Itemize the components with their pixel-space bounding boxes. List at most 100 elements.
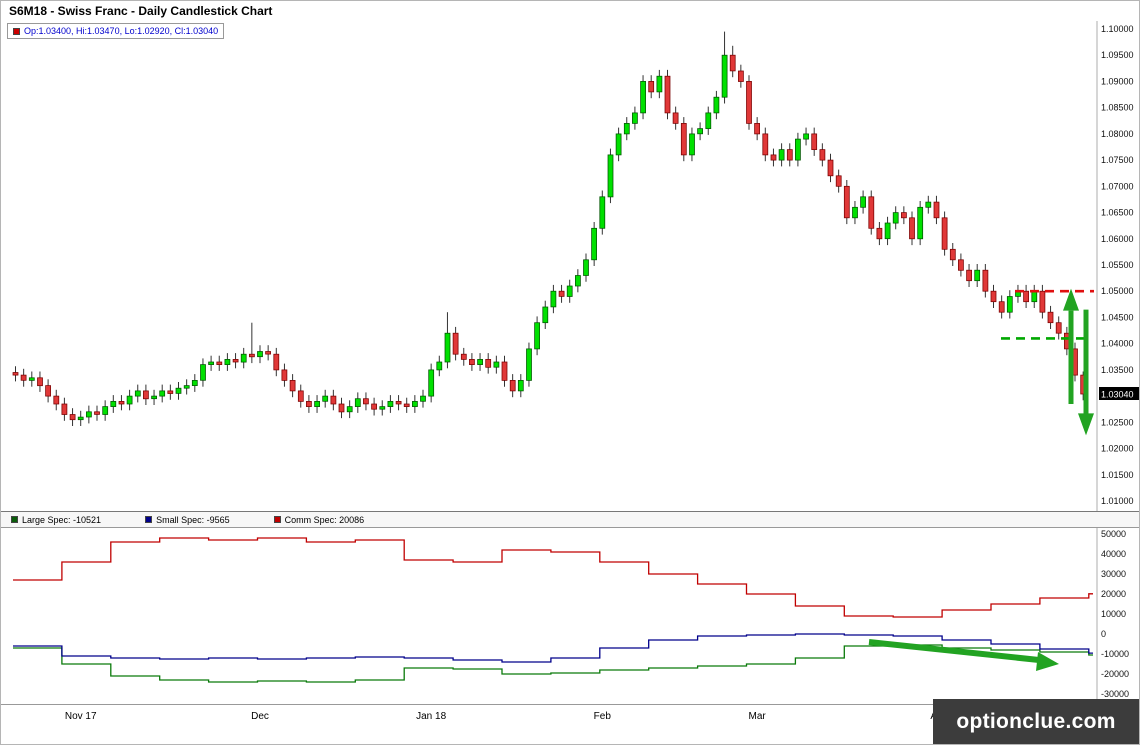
candle [428,363,435,403]
candle [452,326,459,361]
y-axis-label: 1.09000 [1101,76,1134,86]
candle [860,190,866,214]
candle [517,374,524,398]
candle [354,392,361,413]
candle [811,127,818,156]
candle [909,211,915,246]
candle [534,316,540,356]
up-arrow-annotation [1063,288,1079,404]
ohlc-legend-marker-icon [13,27,20,35]
y-axis-label: 1.01500 [1101,470,1134,480]
candle [110,395,117,413]
candle [697,122,703,141]
candle [640,75,646,120]
candle [289,374,296,398]
candle [941,211,948,256]
candle [632,106,638,130]
candle [1039,284,1046,319]
x-axis-label: Dec [251,711,269,722]
candle [803,127,809,146]
current-price-tag: 1.03040 [1099,387,1139,400]
candle [216,355,223,371]
y-axis-label: 1.07500 [1101,155,1134,165]
candle [917,201,924,246]
y-axis-label: 1.08500 [1101,103,1134,113]
watermark-text: optionclue.com [956,709,1116,733]
candle [167,384,174,400]
candle [526,342,532,387]
candle [12,366,19,382]
candle [387,395,394,413]
candle [1031,284,1038,308]
candle [249,322,255,364]
candle [974,264,981,287]
candle [599,190,606,235]
cot-indicator-chart[interactable]: 50000 40000 30000 20000 10000 0 -10000 -20000 -3… [1,528,1140,704]
candle [403,397,410,413]
ohlc-legend: Op:1.03400, Hi:1.03470, Lo:1.02920, Cl:1… [7,23,225,39]
x-axis-label: Feb [593,711,611,722]
candle [713,90,720,120]
candle [1055,316,1062,340]
cot-legend-small-spec: Small Spec: -9565 [145,515,230,525]
candle [509,374,516,398]
comm-spec-line [13,537,1093,618]
candle [346,400,353,419]
cot-trend-arrow [868,639,1059,671]
candle [86,405,92,424]
x-axis-label: Mar [748,711,766,722]
candle [94,405,100,421]
candle [615,127,622,162]
y-axis-label: 1.01000 [1101,496,1134,506]
y-axis-label: 1.05500 [1101,260,1134,270]
candle [664,69,671,120]
candle [819,143,826,167]
candle [583,253,589,282]
candle [436,355,443,377]
candle [550,284,557,314]
candle [281,363,288,387]
candle [1006,290,1013,319]
ohlc-legend-text: Op:1.03400, Hi:1.03470, Lo:1.02920, Cl:1… [24,26,219,36]
cot-legend-comm-spec: Comm Spec: 20086 [273,515,364,525]
y-axis-label: 1.06000 [1101,234,1134,244]
candle [53,389,60,411]
candle [126,389,133,411]
y-axis-label: 30000 [1101,569,1126,579]
candle [949,243,956,266]
y-axis-label: 20000 [1101,589,1126,599]
small-spec-label: Small Spec: -9565 [156,514,230,525]
cot-legend-bar: Large Spec: -10521 Small Spec: -9565 Com… [1,511,1139,528]
small-spec-line [13,633,1093,663]
candlestick-chart[interactable]: 1.10000 1.09500 1.09000 1.08500 1.08000 1.075… [1,21,1140,511]
candle [420,389,426,408]
y-axis-label: 1.10000 [1101,24,1134,34]
candle [738,64,744,88]
candle [363,392,369,411]
candle [721,31,728,104]
svg-text:1.03040: 1.03040 [1101,390,1134,400]
candle [607,148,614,204]
candle [143,384,149,405]
candle [656,69,663,99]
candle [998,295,1005,319]
candle [183,379,190,395]
candle [208,355,214,371]
y-axis-label: 1.04500 [1101,312,1134,322]
candle [852,201,858,225]
down-arrow-annotation [1078,309,1094,436]
y-axis-label: 50000 [1101,529,1126,539]
y-axis-label: 1.07000 [1101,181,1134,191]
candle [827,153,834,183]
candle [1015,284,1021,303]
watermark: optionclue.com [933,699,1139,744]
candle [118,395,125,411]
y-axis-label: 1.09500 [1101,50,1134,60]
candle [371,397,377,416]
page-title: S6M18 - Swiss Franc - Daily Candlestick … [1,1,1139,21]
candle [795,132,801,167]
y-axis-label: 1.02000 [1101,444,1134,454]
candle [265,345,271,361]
candle [20,368,27,387]
candle [444,312,451,369]
